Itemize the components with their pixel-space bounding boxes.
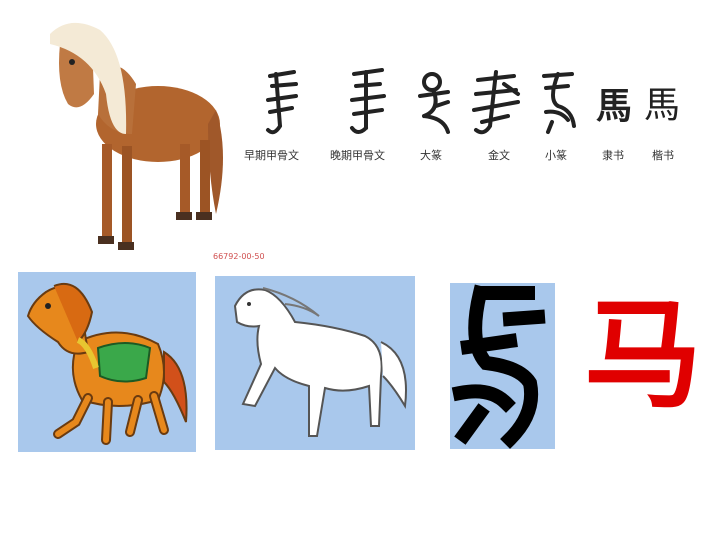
caption-clerical: 隶书 — [602, 149, 624, 162]
line-horse-illustration — [233, 287, 407, 437]
caption-early-oracle: 早期甲骨文 — [244, 149, 299, 162]
glyph-bronze — [472, 70, 520, 135]
caption-late-oracle: 晚期甲骨文 — [330, 149, 385, 162]
glyph-late-oracle — [350, 68, 386, 134]
horse-photo — [50, 22, 223, 250]
image-code-label: 66792-00-50 — [213, 252, 265, 261]
caption-regular: 楷书 — [652, 149, 674, 162]
glyph-regular: 馬 — [644, 85, 681, 126]
caption-small-seal: 小篆 — [545, 149, 567, 162]
glyph-clerical: 馬 — [596, 85, 633, 127]
caption-bronze: 金文 — [488, 149, 510, 162]
glyph-early-oracle — [266, 70, 298, 135]
glyph-great-seal — [418, 72, 450, 134]
line-horse-panel — [215, 276, 415, 450]
simplified-ma-character: 马 — [584, 286, 703, 424]
bold-seal-glyph — [451, 284, 546, 449]
caption-great-seal: 大篆 — [420, 149, 442, 162]
glyph-small-seal — [542, 72, 576, 134]
cartoon-horse-panel — [18, 272, 196, 452]
seal-glyph-panel — [450, 283, 555, 449]
cartoon-horse-illustration — [26, 282, 188, 445]
